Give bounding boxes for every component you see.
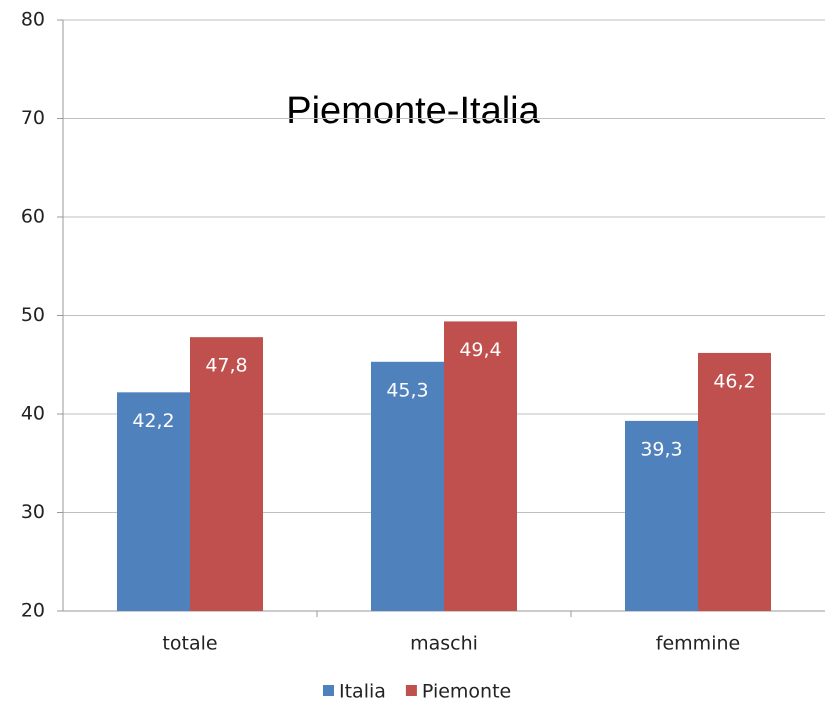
bar bbox=[190, 337, 263, 611]
bar bbox=[117, 392, 190, 611]
chart-title: Piemonte-Italia bbox=[286, 90, 540, 132]
value-label: 39,3 bbox=[640, 438, 682, 460]
legend-swatch bbox=[405, 685, 417, 696]
bar bbox=[698, 352, 771, 611]
y-tick-label: 20 bbox=[21, 600, 45, 622]
legend-label: Piemonte bbox=[422, 681, 511, 703]
value-label: 45,3 bbox=[386, 379, 428, 401]
value-label: 46,2 bbox=[713, 370, 755, 392]
bar bbox=[371, 361, 444, 611]
y-tick-label: 70 bbox=[21, 107, 45, 129]
value-label: 49,4 bbox=[459, 339, 501, 361]
legend-label: Italia bbox=[339, 681, 386, 703]
value-label: 42,2 bbox=[132, 410, 174, 432]
y-tick-label: 80 bbox=[21, 9, 45, 31]
bar bbox=[444, 321, 517, 611]
bar bbox=[625, 420, 698, 611]
y-tick-label: 60 bbox=[21, 206, 45, 228]
y-tick-label: 40 bbox=[21, 403, 45, 425]
legend-swatch bbox=[323, 685, 334, 696]
y-tick-label: 50 bbox=[21, 304, 45, 326]
x-tick-label: totale bbox=[162, 633, 217, 655]
y-tick-label: 30 bbox=[21, 501, 45, 523]
value-label: 47,8 bbox=[205, 355, 247, 377]
x-tick-label: femmine bbox=[656, 633, 740, 655]
x-tick-label: maschi bbox=[410, 633, 478, 655]
